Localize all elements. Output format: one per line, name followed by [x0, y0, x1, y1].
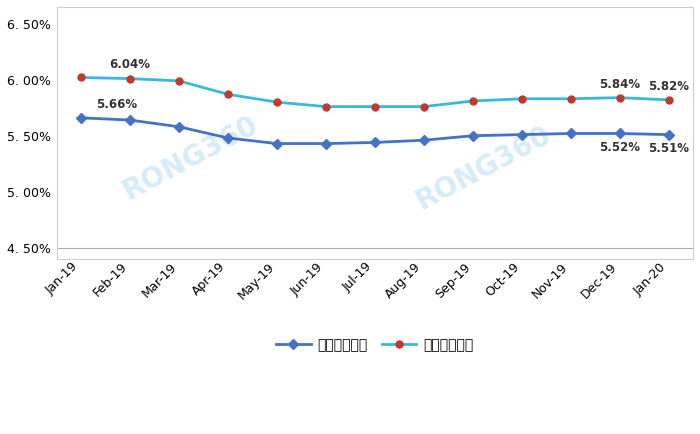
Text: 6.04%: 6.04%	[109, 58, 150, 71]
Text: 5.51%: 5.51%	[648, 142, 689, 155]
Text: 5.82%: 5.82%	[648, 80, 689, 93]
Text: 5.52%: 5.52%	[599, 141, 640, 155]
Legend: 首套房贷利率, 二套房贷利率: 首套房贷利率, 二套房贷利率	[270, 333, 480, 358]
Text: 5.84%: 5.84%	[599, 78, 640, 91]
Text: RONG360: RONG360	[411, 121, 555, 216]
Text: RONG360: RONG360	[118, 111, 262, 205]
Text: 5.66%: 5.66%	[96, 98, 136, 111]
